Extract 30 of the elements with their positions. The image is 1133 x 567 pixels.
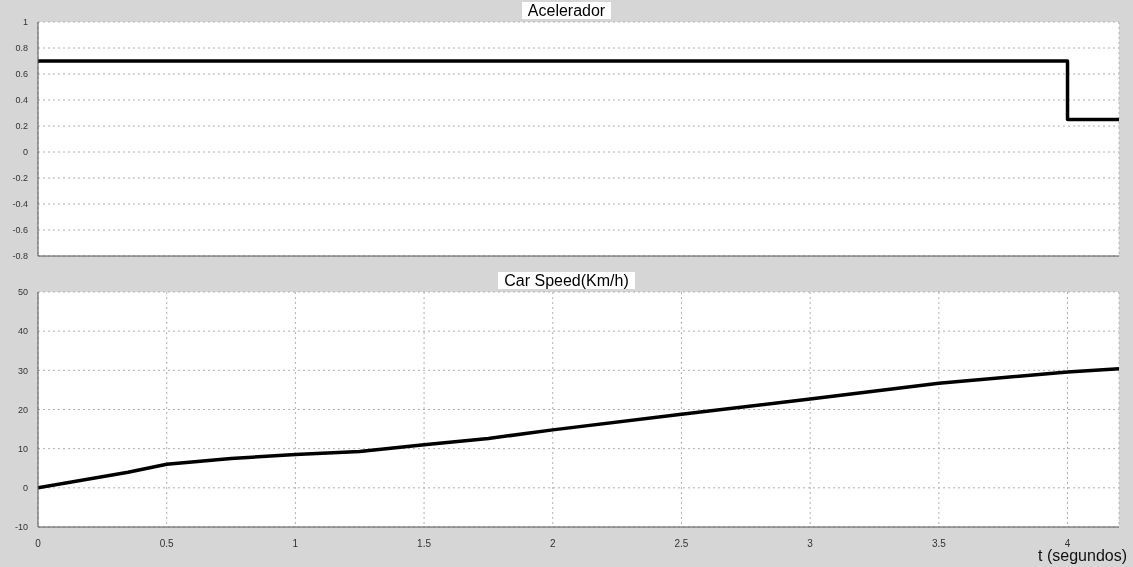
y-tick-label: 10 bbox=[17, 443, 28, 454]
x-tick-label: 1.5 bbox=[417, 538, 432, 550]
y-tick-label: 0.8 bbox=[15, 43, 28, 54]
x-tick-label: 0.5 bbox=[159, 538, 175, 550]
x-tick-label: 4 bbox=[1064, 538, 1071, 550]
y-tick-label: 0 bbox=[22, 147, 28, 158]
y-tick-label: 50 bbox=[17, 287, 28, 298]
y-tick-label: 20 bbox=[17, 404, 28, 415]
y-tick-label: 0 bbox=[22, 483, 28, 494]
y-tick-label: 1 bbox=[22, 17, 28, 28]
x-tick-label: 0 bbox=[35, 538, 42, 550]
y-tick-label: 30 bbox=[17, 365, 28, 376]
y-tick-label: 40 bbox=[17, 326, 28, 337]
x-axis-title: t (segundos) bbox=[1038, 547, 1127, 565]
line-series bbox=[38, 367, 1119, 490]
y-tick-label: 0.4 bbox=[15, 95, 28, 106]
x-tick-label: 3 bbox=[807, 538, 814, 550]
x-tick-label: 3.5 bbox=[931, 538, 947, 550]
x-tick-label: 1 bbox=[292, 538, 299, 550]
y-tick-label: -0.2 bbox=[12, 173, 28, 184]
y-tick-label: -10 bbox=[14, 522, 28, 533]
y-tick-label: -0.6 bbox=[12, 225, 28, 236]
y-tick-label: 0.2 bbox=[15, 121, 28, 132]
y-tick-label: 0.6 bbox=[15, 69, 28, 80]
y-tick-label: -0.4 bbox=[12, 199, 28, 210]
chart-title: Car Speed(Km/h) bbox=[498, 272, 635, 289]
chart-title: Acelerador bbox=[521, 2, 612, 19]
x-tick-label: 2 bbox=[549, 538, 556, 550]
y-tick-label: -0.8 bbox=[12, 251, 28, 262]
x-tick-label: 2.5 bbox=[674, 538, 689, 550]
